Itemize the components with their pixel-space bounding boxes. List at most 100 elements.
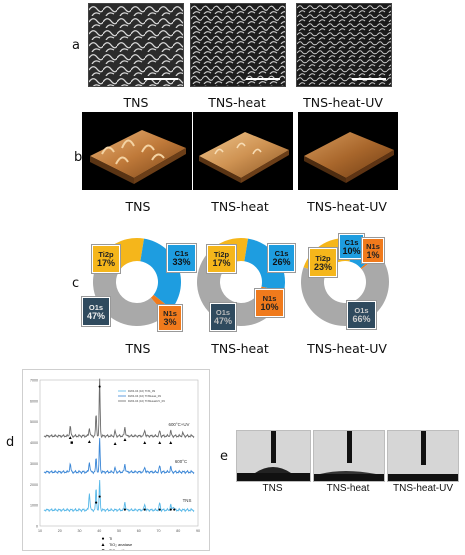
peak-marker: ● (173, 507, 176, 513)
peak-marker: ▲ (113, 441, 118, 447)
sem-image-tns-heat (190, 3, 286, 87)
xps-tag-percent: 47% (86, 310, 105, 321)
xps-tag-n1s: N1s 10% (255, 289, 284, 317)
xrd-trace-label: TNS (183, 498, 192, 503)
legend-entry: DW4-04 (10) TNS_09 (128, 389, 155, 393)
panel-label-b: b (74, 150, 83, 165)
afm-image-tns (82, 112, 192, 190)
xps-tag-ti2p: Ti2p 17% (207, 245, 236, 273)
peak-marker: ● (98, 494, 101, 500)
peak-marker: ● (158, 507, 161, 513)
y-tick-label: 2000 (30, 483, 38, 487)
sem-image-tns (88, 3, 184, 87)
contact-angle-image-tns (236, 430, 311, 482)
peak-marker: ▲ (168, 440, 173, 446)
sem-caption-tns-heat: TNS-heat (208, 95, 266, 110)
x-tick-label: 60 (137, 529, 141, 533)
peak-marker: ■ (70, 440, 73, 446)
x-tick-label: 30 (78, 529, 82, 533)
y-tick-label: 6000 (30, 399, 38, 403)
xps-tag-c1s: C1s 26% (268, 244, 295, 272)
xps-tag-o1s: O1s 47% (82, 297, 110, 326)
xps-tag-ti2p: Ti2p 17% (92, 245, 120, 273)
afm-image-tns-heat (193, 112, 293, 190)
x-tick-label: 90 (196, 529, 200, 533)
y-tick-label: 4000 (30, 441, 38, 445)
panel-label-c: c (72, 276, 80, 291)
sem-image-tns-heat-uv (296, 3, 392, 87)
y-tick-label: 5000 (30, 420, 38, 424)
peak-marker: ● (98, 384, 101, 390)
xrd-trace-tns (43, 479, 195, 513)
contact-angle-image-tns-heat (313, 430, 385, 482)
afm-caption-tns-heat-uv: TNS-heat-UV (307, 199, 387, 214)
afm-caption-tns: TNS (125, 199, 151, 214)
xps-tag-percent: 23% (313, 261, 332, 272)
y-tick-label: 7000 (30, 379, 38, 383)
contact-angle-image-tns-heat-uv (387, 430, 459, 482)
xrd-trace-label: 600°C (175, 459, 187, 464)
xps-tag-n1s: N1s 1% (362, 238, 384, 263)
peak-marker: ▲ (157, 440, 162, 446)
xps-tag-percent: 17% (212, 258, 231, 268)
xps-tag-ti2p: Ti2p 23% (309, 248, 337, 277)
xps-caption-tns: TNS (125, 341, 151, 356)
legend-entry: DW4-04 (10) TNSHeatUV_09 (128, 399, 165, 403)
xps-tag-percent: 17% (96, 258, 115, 268)
x-tick-label: 70 (157, 529, 161, 533)
legend-entry: DW4-04 (10) TNSHeat_09 (128, 394, 161, 398)
xps-tag-label: C1s (174, 249, 189, 258)
peak-marker: ● (95, 500, 98, 506)
x-tick-label: 80 (176, 529, 180, 533)
xps-tag-label: O1s (215, 308, 231, 317)
marker-legend-text: TiO₂ anatase (109, 542, 133, 547)
xps-tag-label: O1s (354, 306, 369, 315)
peak-marker: ● (143, 507, 146, 513)
peak-marker: ▲ (68, 435, 73, 441)
x-tick-label: 50 (117, 529, 121, 533)
xps-tag-percent: 1% (366, 249, 380, 260)
x-tick-label: 40 (97, 529, 101, 533)
peak-marker: ● (123, 507, 126, 513)
xps-tag-label: C1s (274, 249, 289, 258)
y-tick-label: 3000 (30, 462, 38, 466)
xps-tag-n1s: N1s 3% (158, 305, 182, 331)
xps-tag-label: Ti2p (315, 253, 331, 263)
xps-tag-percent: 26% (272, 257, 291, 267)
xps-tag-label: Ti2p (213, 250, 230, 259)
peak-marker: ▲ (87, 439, 92, 445)
y-tick-label: 0 (36, 525, 38, 529)
xps-tag-c1s: C1s 10% (339, 234, 364, 259)
marker-legend-symbol: ▲ (101, 542, 106, 548)
xps-tag-o1s: O1s 66% (347, 301, 376, 329)
xps-tag-label: N1s (262, 294, 277, 303)
xps-tag-label: N1s (366, 241, 380, 251)
xps-tag-percent: 47% (213, 316, 232, 326)
xrd-chart: 0 1000 2000 3000 4000 5000 6000 7000 10 20 30 40 50 6… (30, 378, 200, 555)
xps-tag-o1s: O1s 47% (210, 303, 236, 331)
peak-marker: ● (169, 507, 172, 513)
xps-tag-label: N1s (163, 309, 177, 318)
sem-caption-tns-heat-uv: TNS-heat-UV (303, 95, 383, 110)
xrd-trace-heat-uv (43, 378, 195, 439)
xrd-chart-frame: 0 1000 2000 3000 4000 5000 6000 7000 10 20 30 40 50 6… (22, 369, 210, 555)
panel-label-e: e (220, 449, 228, 464)
xrd-trace-label: 600°C+UV (169, 422, 190, 427)
marker-legend-text: Ti (109, 536, 112, 541)
xps-tag-label: C1s (344, 237, 359, 247)
contact-angle-caption-tns-heat: TNS-heat (326, 483, 370, 494)
xps-tag-label: Ti2p (98, 250, 114, 259)
contact-angle-caption-tns: TNS (262, 483, 283, 494)
x-tick-label: 20 (58, 529, 62, 533)
xps-tag-percent: 66% (352, 314, 371, 324)
x-tick-label: 10 (38, 529, 42, 533)
panel-label-a: a (72, 38, 80, 53)
xps-caption-tns-heat: TNS-heat (211, 341, 269, 356)
contact-angle-caption-tns-heat-uv: TNS-heat-UV (392, 483, 453, 494)
xps-tag-percent: 33% (172, 257, 191, 267)
xps-tag-percent: 3% (163, 317, 177, 327)
xps-tag-c1s: C1s 33% (167, 244, 196, 272)
xps-caption-tns-heat-uv: TNS-heat-UV (307, 341, 387, 356)
afm-image-tns-heat-uv (298, 112, 398, 190)
xps-tag-label: O1s (88, 302, 104, 312)
